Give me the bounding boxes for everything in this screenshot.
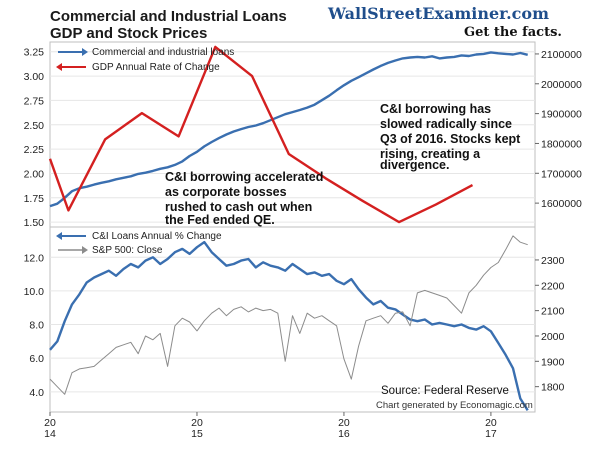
left-axis-tick-label: 10.0	[24, 286, 45, 298]
annotation-line: C&I borrowing has	[380, 102, 491, 116]
chart-title-line2: GDP and Stock Prices	[50, 25, 207, 42]
annotation-acceleration: C&I borrowing accelerated as corporate b…	[165, 170, 323, 227]
credit-label: Chart generated by Economagic.com	[376, 400, 533, 411]
right-axis-tick-label: 1900000	[541, 109, 582, 121]
x-axis-tick-label: 16	[338, 428, 350, 440]
legend-arrow-left-icon	[56, 232, 62, 240]
left-axis-tick-label: 3.25	[24, 47, 45, 59]
left-axis-tick-label: 1.50	[24, 217, 45, 229]
bottom-legend: C&I Loans Annual % Change S&P 500: Close	[56, 231, 222, 256]
left-axis-tick-label: 1.75	[24, 193, 45, 205]
legend-arrow-right-icon	[82, 48, 88, 56]
left-axis-tick-label: 2.25	[24, 144, 45, 156]
x-axis-tick-label: 17	[485, 428, 497, 440]
annotation-line: rising, creating a	[380, 147, 481, 161]
brand-logo-text: WallStreetExaminer.com	[327, 4, 549, 23]
left-axis-tick-label: 2.50	[24, 120, 45, 132]
left-axis-tick-label: 12.0	[24, 252, 45, 264]
series-line-commercial-and-industrial-loans	[49, 51, 528, 208]
right-axis-tick-label: 2200	[541, 280, 565, 292]
annotation-line: rushed to cash out when	[165, 200, 312, 214]
axis-tick-labels: 1.50 1.75 2.00 2.25 2.50 2.75 3.00 3.25 1600000 1…	[24, 47, 582, 440]
right-axis-tick-label: 1800000	[541, 138, 582, 150]
bottom-panel-frame	[49, 226, 536, 413]
x-axis-tick-label: 14	[44, 428, 56, 440]
annotation-divergence: C&I borrowing has slowed radically since…	[380, 102, 521, 172]
x-axis-tick-label: 20	[338, 417, 350, 429]
x-axis-tick-label: 15	[191, 428, 203, 440]
legend-label-gdp: GDP Annual Rate of Change	[92, 62, 220, 73]
legend-arrow-left-icon	[56, 63, 62, 71]
annotation-line: Q3 of 2016. Stocks kept	[380, 132, 521, 146]
annotation-line: slowed radically since	[380, 117, 512, 131]
series-line-s-p-500-close	[49, 235, 528, 395]
x-axis-tick-label: 20	[191, 417, 203, 429]
annotation-line: as corporate bosses	[165, 185, 287, 199]
legend-arrow-right-icon	[82, 246, 88, 254]
brand-tagline: Get the facts.	[464, 25, 562, 40]
left-axis-tick-label: 3.00	[24, 71, 45, 83]
right-axis-tick-label: 2000	[541, 331, 565, 343]
right-axis-tick-label: 2000000	[541, 79, 582, 91]
legend-label-sp500: S&P 500: Close	[92, 245, 163, 256]
x-axis-tick-label: 20	[485, 417, 497, 429]
right-axis-tick-label: 1700000	[541, 168, 582, 180]
top-legend: Commercial and industrial loans GDP Annu…	[56, 47, 234, 73]
left-axis-tick-label: 4.0	[29, 387, 44, 399]
annotation-line: divergence.	[380, 158, 449, 172]
left-axis-tick-label: 8.0	[29, 320, 44, 332]
right-axis-tick-label: 1600000	[541, 198, 582, 210]
grid-lines	[50, 51, 535, 393]
right-axis-tick-label: 1900	[541, 356, 565, 368]
right-axis-tick-label: 2300	[541, 255, 565, 267]
left-axis-tick-label: 2.00	[24, 168, 45, 180]
left-axis-tick-label: 6.0	[29, 353, 44, 365]
legend-label-ci-loans: Commercial and industrial loans	[92, 47, 234, 58]
legend-label-ci-change: C&I Loans Annual % Change	[92, 231, 222, 242]
chart-title-line1: Commercial and Industrial Loans	[50, 8, 287, 25]
series-line-gdp-annual-rate-of-change	[48, 45, 474, 224]
right-axis-tick-label: 1800	[541, 382, 565, 394]
series-line-c-i-loans-annual-change	[49, 240, 529, 411]
annotation-line: C&I borrowing accelerated	[165, 170, 323, 184]
source-label: Source: Federal Reserve	[381, 385, 509, 397]
left-axis-tick-label: 2.75	[24, 95, 45, 107]
right-axis-tick-label: 2100	[541, 306, 565, 318]
annotation-line: the Fed ended QE.	[165, 213, 275, 227]
series-lines	[48, 45, 529, 411]
right-axis-tick-label: 2100000	[541, 49, 582, 61]
x-axis-tick-label: 20	[44, 417, 56, 429]
